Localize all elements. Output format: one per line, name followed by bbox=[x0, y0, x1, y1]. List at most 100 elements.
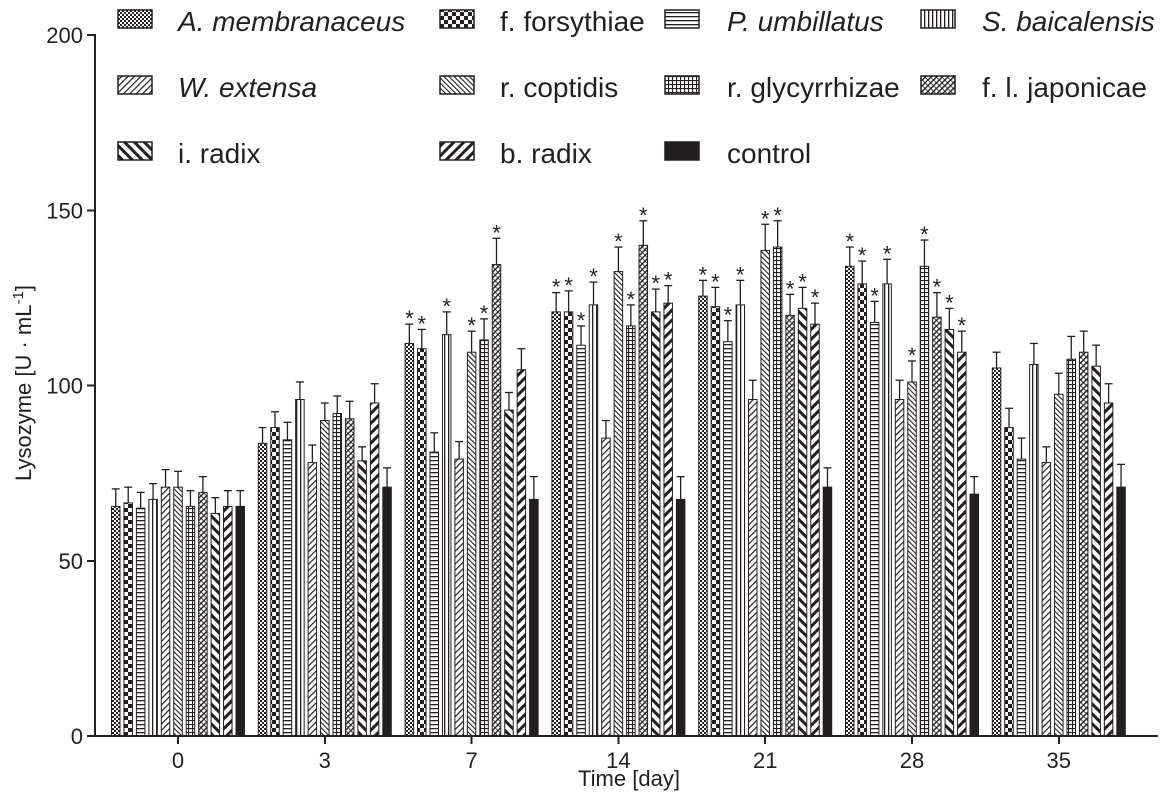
bar bbox=[417, 348, 427, 737]
bar-group bbox=[111, 468, 245, 737]
significance-marker: * bbox=[845, 229, 854, 254]
legend-swatch bbox=[664, 9, 700, 29]
bar bbox=[466, 351, 477, 737]
legend-item: P. umbillatus bbox=[664, 6, 884, 37]
legend-label: W. extensa bbox=[178, 72, 317, 103]
bar bbox=[235, 505, 245, 737]
bar bbox=[723, 341, 733, 737]
bar bbox=[1016, 458, 1027, 737]
bar bbox=[491, 264, 502, 737]
significance-marker: * bbox=[798, 269, 807, 294]
bar bbox=[223, 505, 233, 737]
bar bbox=[1004, 427, 1014, 737]
x-tick-label: 21 bbox=[753, 748, 777, 773]
plot-area: * *** *** ******* * * **** ** *********** bbox=[111, 203, 1126, 737]
significance-marker: * bbox=[811, 285, 820, 310]
bar bbox=[504, 409, 514, 737]
bar-group bbox=[257, 381, 392, 737]
y-axis-label-suffix: ] bbox=[11, 285, 36, 291]
legend-swatch bbox=[920, 9, 956, 29]
bar bbox=[198, 491, 208, 737]
significance-marker: * bbox=[773, 203, 782, 228]
bar bbox=[185, 505, 196, 737]
significance-marker: * bbox=[480, 301, 489, 326]
bar bbox=[810, 323, 820, 737]
bar bbox=[845, 265, 855, 737]
bar bbox=[675, 498, 686, 737]
bar bbox=[1041, 462, 1052, 737]
bar bbox=[479, 339, 489, 737]
bar bbox=[1078, 351, 1089, 737]
y-tick-label: 150 bbox=[46, 198, 83, 223]
bar bbox=[710, 306, 721, 737]
legend-item: r. coptidis bbox=[439, 72, 618, 103]
bar bbox=[760, 250, 770, 737]
significance-marker: * bbox=[639, 203, 648, 228]
y-tick-label: 200 bbox=[46, 23, 83, 48]
bar bbox=[588, 304, 599, 737]
x-tick-label: 3 bbox=[319, 748, 331, 773]
bar bbox=[772, 246, 783, 737]
x-tick-label: 28 bbox=[900, 748, 924, 773]
x-tick-label: 7 bbox=[465, 748, 477, 773]
bar-group: * *** ** bbox=[404, 220, 539, 737]
bar bbox=[857, 283, 867, 737]
axes: 0 3 7 14 21 28 35 0 50 100 150 200 bbox=[46, 23, 1158, 773]
bar bbox=[969, 493, 979, 737]
bar bbox=[173, 486, 183, 737]
bar bbox=[257, 442, 268, 737]
legend-label: control bbox=[727, 138, 811, 169]
bar-group bbox=[991, 330, 1126, 737]
bar bbox=[638, 244, 649, 737]
significance-marker: * bbox=[858, 243, 867, 268]
bar bbox=[882, 283, 892, 737]
legend-item: S. baicalensis bbox=[920, 6, 1155, 37]
bar bbox=[1029, 363, 1039, 737]
bar bbox=[991, 367, 1002, 737]
bar bbox=[907, 381, 917, 737]
significance-marker: * bbox=[870, 283, 879, 308]
y-tick-label: 50 bbox=[59, 549, 83, 574]
x-axis-label: Time [day] bbox=[578, 766, 680, 791]
legend-label: f. forsythiae bbox=[500, 6, 645, 37]
bar bbox=[748, 399, 758, 737]
x-tick-label: 0 bbox=[172, 748, 184, 773]
bar bbox=[932, 316, 942, 737]
legend-label: b. radix bbox=[500, 138, 592, 169]
bar bbox=[404, 342, 415, 737]
legend-item: b. radix bbox=[439, 138, 592, 169]
legend-swatch bbox=[439, 141, 475, 161]
significance-marker: * bbox=[933, 275, 942, 300]
bar bbox=[210, 512, 221, 737]
y-axis-label: Lysozyme [U · mL-1] bbox=[10, 285, 36, 481]
bar bbox=[516, 369, 527, 737]
legend-item: f. forsythiae bbox=[439, 6, 645, 37]
bar bbox=[282, 439, 293, 737]
bar bbox=[332, 413, 342, 737]
bar bbox=[563, 311, 574, 737]
bar-group: ********* bbox=[698, 203, 833, 737]
bar bbox=[663, 302, 673, 737]
legend-label: r. glycyrrhizae bbox=[727, 72, 900, 103]
bar bbox=[1091, 365, 1101, 737]
bar bbox=[320, 420, 330, 737]
legend-item: r. glycyrrhizae bbox=[664, 72, 900, 103]
legend-swatch bbox=[117, 9, 153, 29]
legend-item: i. radix bbox=[117, 138, 260, 169]
bar bbox=[601, 437, 611, 737]
bar bbox=[698, 295, 708, 737]
bar bbox=[135, 507, 146, 737]
y-axis-label-main: Lysozyme [U · mL bbox=[11, 305, 36, 481]
significance-marker: * bbox=[614, 229, 623, 254]
legend-swatch bbox=[117, 75, 153, 95]
y-tick-label: 100 bbox=[46, 374, 83, 399]
legend-label: S. baicalensis bbox=[982, 6, 1155, 37]
bar bbox=[429, 451, 439, 737]
significance-marker: * bbox=[627, 287, 636, 312]
legend-label: f. l. japonicae bbox=[982, 72, 1147, 103]
bar bbox=[295, 399, 305, 737]
bar bbox=[382, 486, 392, 737]
bar bbox=[529, 498, 539, 737]
significance-marker: * bbox=[761, 206, 770, 231]
significance-marker: * bbox=[577, 308, 586, 333]
